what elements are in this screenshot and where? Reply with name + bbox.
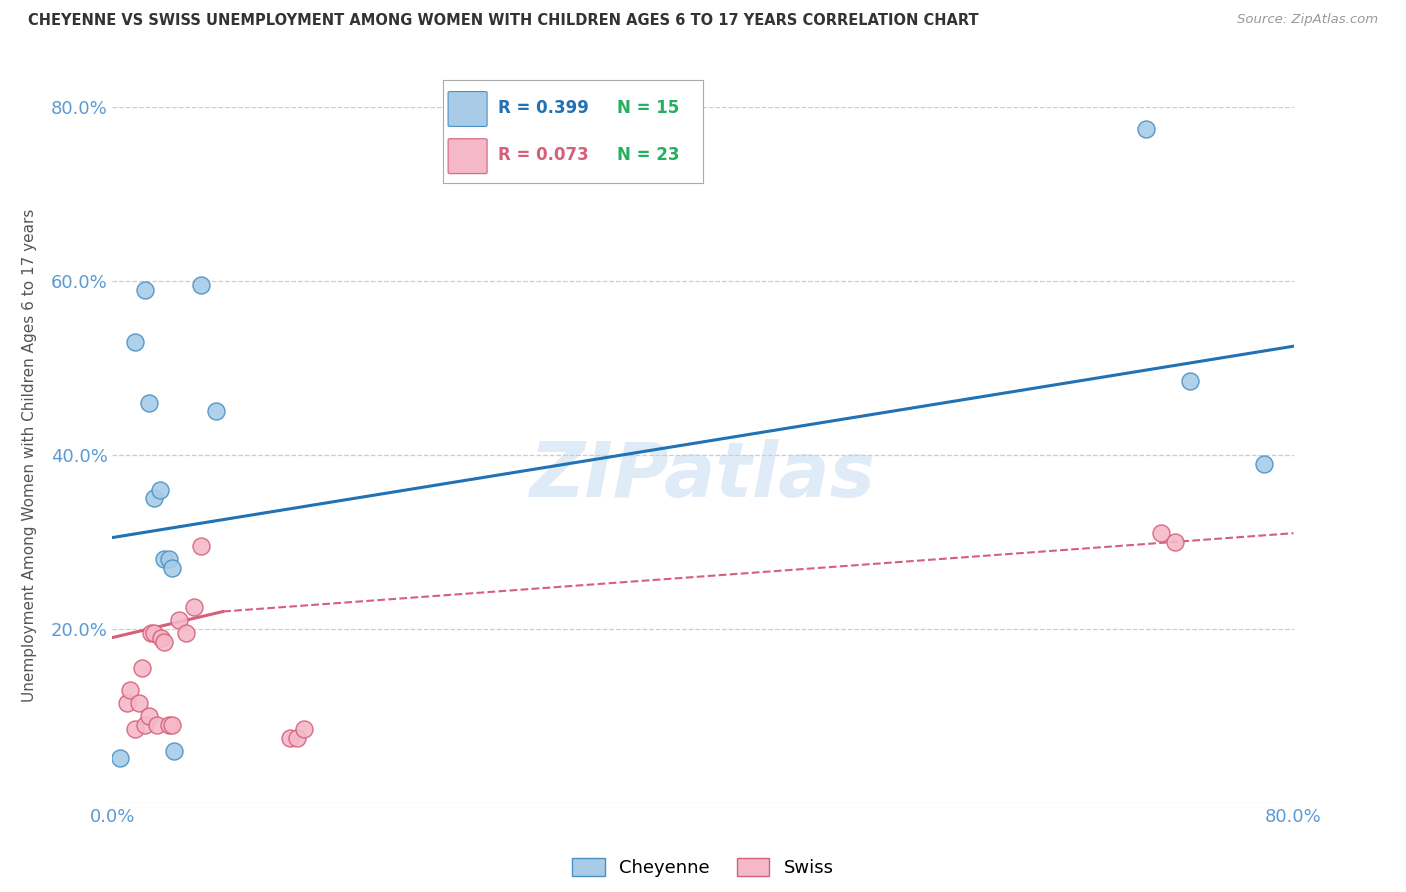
Text: N = 15: N = 15 <box>617 99 679 117</box>
Y-axis label: Unemployment Among Women with Children Ages 6 to 17 years: Unemployment Among Women with Children A… <box>22 208 37 702</box>
Point <box>163 744 186 758</box>
Point <box>120 682 142 697</box>
Point <box>138 396 160 410</box>
Point <box>160 717 183 731</box>
Point <box>142 626 165 640</box>
Point <box>128 696 150 710</box>
Point <box>138 708 160 723</box>
Text: CHEYENNE VS SWISS UNEMPLOYMENT AMONG WOMEN WITH CHILDREN AGES 6 TO 17 YEARS CORR: CHEYENNE VS SWISS UNEMPLOYMENT AMONG WOM… <box>28 13 979 29</box>
Point <box>1135 121 1157 136</box>
Point <box>1253 457 1275 471</box>
FancyBboxPatch shape <box>449 92 486 127</box>
Point <box>108 750 131 764</box>
Text: R = 0.399: R = 0.399 <box>498 99 588 117</box>
Point <box>149 483 172 497</box>
Point <box>174 626 197 640</box>
Point <box>1164 534 1187 549</box>
Point <box>134 283 156 297</box>
Legend: Cheyenne, Swiss: Cheyenne, Swiss <box>565 850 841 884</box>
Point <box>134 717 156 731</box>
Point <box>124 334 146 349</box>
Point <box>150 631 173 645</box>
Text: Source: ZipAtlas.com: Source: ZipAtlas.com <box>1237 13 1378 27</box>
Point <box>190 539 212 553</box>
Point <box>160 561 183 575</box>
Text: N = 23: N = 23 <box>617 146 679 164</box>
Point <box>285 731 308 745</box>
Point <box>146 717 169 731</box>
Point <box>205 404 228 418</box>
Point <box>153 552 176 566</box>
FancyBboxPatch shape <box>449 139 486 174</box>
Point <box>157 552 180 566</box>
Point <box>153 635 176 649</box>
Point <box>278 731 301 745</box>
Point <box>1178 374 1201 388</box>
Point <box>117 696 138 710</box>
Point <box>190 278 212 293</box>
Point <box>1150 526 1173 541</box>
Point <box>292 722 315 736</box>
Point <box>139 626 162 640</box>
Point <box>131 661 153 675</box>
Point <box>124 722 146 736</box>
Point <box>142 491 165 506</box>
Point <box>167 613 190 627</box>
Point <box>157 717 180 731</box>
Text: R = 0.073: R = 0.073 <box>498 146 588 164</box>
Point <box>183 600 205 615</box>
Text: ZIPatlas: ZIPatlas <box>530 439 876 513</box>
